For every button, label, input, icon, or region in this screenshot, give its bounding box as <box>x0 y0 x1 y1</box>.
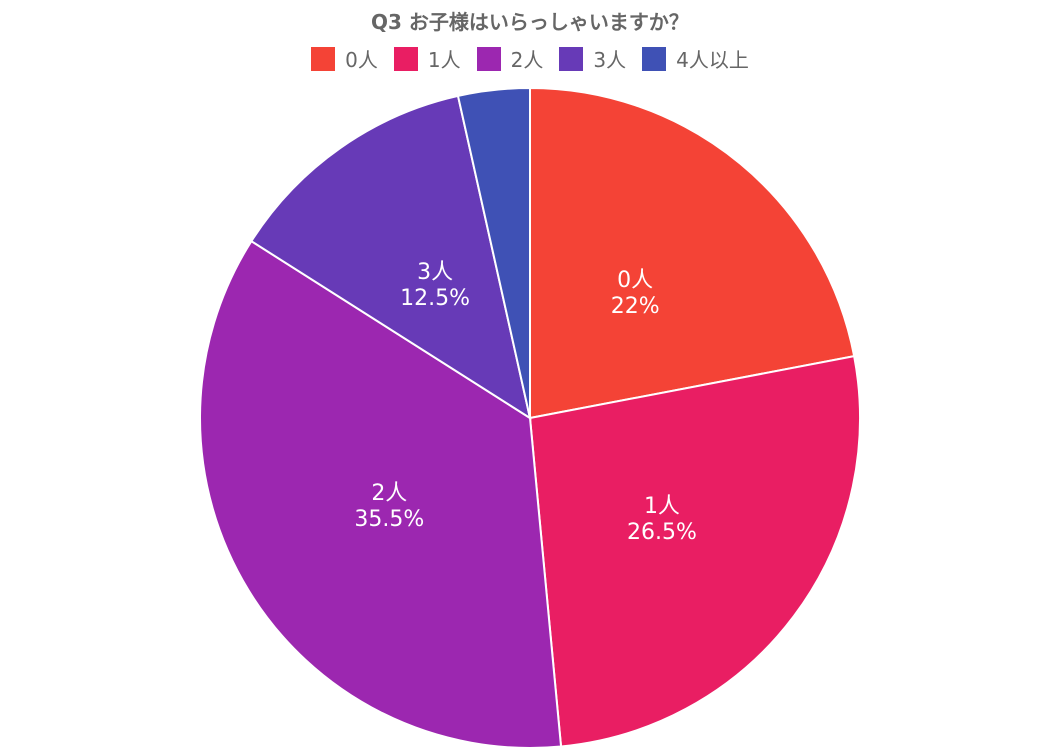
pie-slice-4[interactable] <box>456 86 531 419</box>
slice-label-value-3: 12.5% <box>400 286 470 311</box>
slice-label-category-0: 0人 <box>617 268 653 293</box>
legend-item-4[interactable]: 4人以上 <box>642 44 749 73</box>
legend-swatch-0 <box>311 46 336 71</box>
legend-label-4: 4人以上 <box>676 48 749 72</box>
slice-label-1: 1人 26.5% <box>627 494 697 545</box>
legend-item-3[interactable]: 3人 <box>559 44 626 73</box>
slice-label-value-0: 22% <box>611 294 660 319</box>
slice-label-category-3: 3人 <box>417 260 453 285</box>
legend-label-0: 0人 <box>345 48 378 72</box>
legend-swatch-2 <box>476 46 501 71</box>
slice-label-value-1: 26.5% <box>627 520 697 545</box>
legend: 0人 1人 2人 3人 4人以上 <box>0 44 1060 73</box>
legend-item-2[interactable]: 2人 <box>476 44 544 73</box>
slice-label-category-2: 2人 <box>371 481 407 506</box>
legend-label-2: 2人 <box>510 48 544 72</box>
legend-swatch-4 <box>642 46 667 71</box>
chart-title: Q3 お子様はいらっしゃいますか？ <box>371 10 689 34</box>
slice-label-category-1: 1人 <box>644 494 680 519</box>
slice-label-value-2: 35.5% <box>354 507 424 532</box>
slice-label-3: 3人 12.5% <box>400 260 470 311</box>
slice-label-2: 2人 35.5% <box>354 481 424 532</box>
pie-slice-1[interactable] <box>528 354 861 748</box>
legend-swatch-3 <box>559 46 584 71</box>
legend-item-0[interactable]: 0人 <box>311 44 378 73</box>
slice-label-0: 0人 22% <box>611 268 660 319</box>
pie-slice-2[interactable] <box>199 239 563 749</box>
pie-slice-3[interactable] <box>249 94 532 421</box>
legend-label-3: 3人 <box>593 48 627 72</box>
legend-swatch-1 <box>393 46 418 71</box>
pie-slice-0[interactable] <box>529 86 856 420</box>
legend-label-1: 1人 <box>427 48 461 72</box>
legend-item-1[interactable]: 1人 <box>393 44 461 73</box>
